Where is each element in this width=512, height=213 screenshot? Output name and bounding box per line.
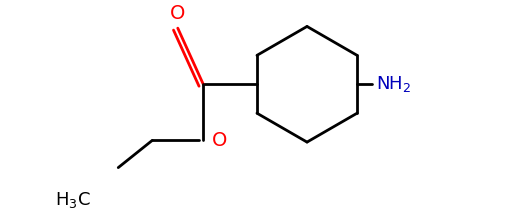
Text: H$_3$C: H$_3$C — [55, 190, 91, 210]
Text: O: O — [212, 131, 227, 150]
Text: NH$_2$: NH$_2$ — [376, 74, 411, 94]
Text: O: O — [170, 4, 185, 23]
